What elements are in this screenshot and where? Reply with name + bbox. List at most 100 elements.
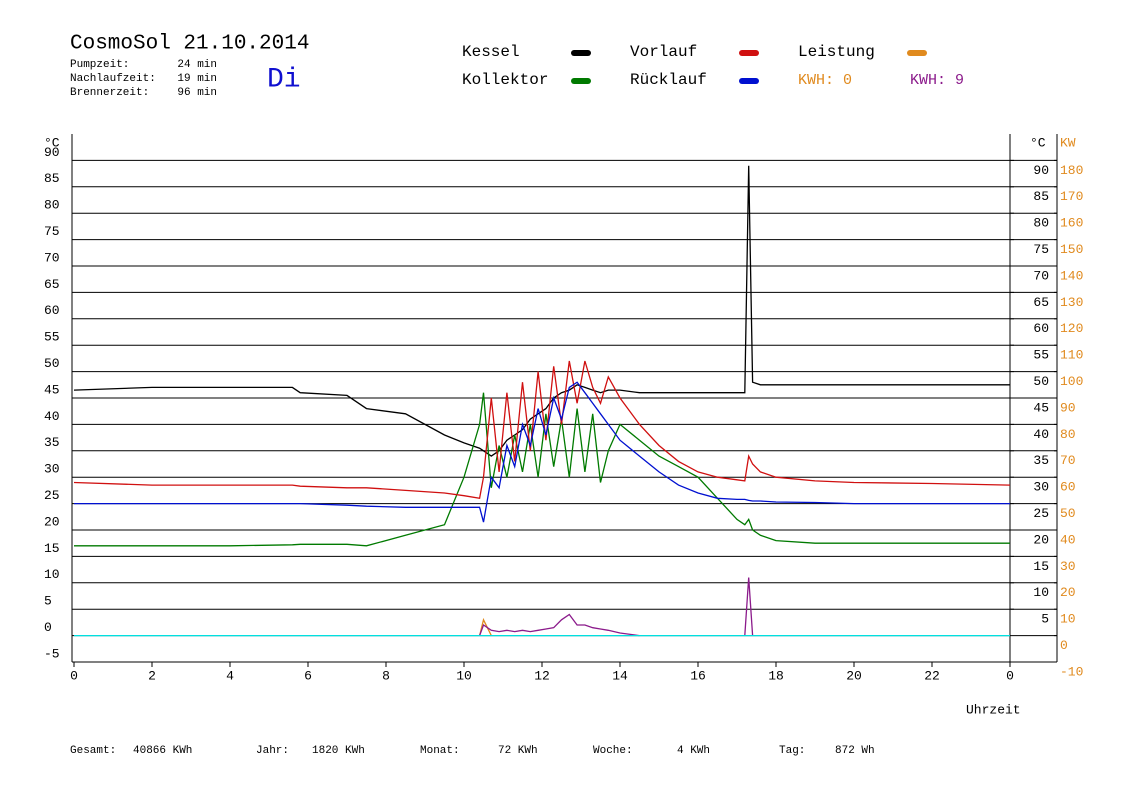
series-line bbox=[73, 360, 1011, 500]
total-label: Tag: bbox=[779, 745, 805, 757]
total-value: 1820 KWh bbox=[312, 745, 365, 757]
y-right-tick-label: 60 bbox=[1033, 321, 1049, 336]
y2-tick-label: 40 bbox=[1060, 532, 1076, 547]
info-label: Nachlaufzeit: bbox=[70, 73, 156, 85]
info-value: 24 min bbox=[177, 59, 217, 71]
y2-tick-label: 20 bbox=[1060, 585, 1076, 600]
x-tick-label: 20 bbox=[846, 668, 862, 683]
y2-tick-label: 130 bbox=[1060, 295, 1083, 310]
y-right-tick-label: 90 bbox=[1033, 163, 1049, 178]
total-value: 4 KWh bbox=[677, 745, 710, 757]
day-label: Di bbox=[267, 64, 301, 95]
series-line bbox=[74, 392, 1010, 547]
y2-tick-label: 70 bbox=[1060, 453, 1076, 468]
x-tick-label: 18 bbox=[768, 668, 784, 683]
y-right-tick-label: 45 bbox=[1033, 400, 1049, 415]
y-tick-label: 0 bbox=[44, 620, 52, 635]
y-tick-label: 70 bbox=[44, 250, 60, 265]
y-right-tick-label: 80 bbox=[1033, 216, 1049, 231]
y-right-tick-label: 20 bbox=[1033, 532, 1049, 547]
total-value: 72 KWh bbox=[498, 745, 538, 757]
y2-tick-label: 150 bbox=[1060, 242, 1083, 257]
y2-tick-label: 120 bbox=[1060, 321, 1083, 336]
y-tick-label: 85 bbox=[44, 171, 60, 186]
x-axis-label: Uhrzeit bbox=[966, 702, 1021, 717]
y-right-tick-label: 55 bbox=[1033, 348, 1049, 363]
y-right-tick-label: 75 bbox=[1033, 242, 1049, 257]
y-right-tick-label: 5 bbox=[1041, 612, 1049, 627]
y2-tick-label: 100 bbox=[1060, 374, 1083, 389]
y-right-tick-label: 15 bbox=[1033, 559, 1049, 574]
y-tick-label: 25 bbox=[44, 488, 60, 503]
y-tick-label: 80 bbox=[44, 198, 60, 213]
kwh-label: KWH: 9 bbox=[910, 72, 964, 89]
y2-tick-label: -10 bbox=[1060, 664, 1083, 679]
total-label: Woche: bbox=[593, 745, 633, 757]
y2-axis-label-c: °C bbox=[1030, 135, 1046, 150]
y2-tick-label: 50 bbox=[1060, 506, 1076, 521]
y2-tick-label: 160 bbox=[1060, 216, 1083, 231]
y-tick-label: 5 bbox=[44, 594, 52, 609]
x-tick-label: 22 bbox=[924, 668, 940, 683]
info-label: Brennerzeit: bbox=[70, 87, 149, 99]
y-tick-label: 90 bbox=[44, 145, 60, 160]
y2-tick-label: 90 bbox=[1060, 400, 1076, 415]
y-right-tick-label: 85 bbox=[1033, 189, 1049, 204]
legend-label: Rücklauf bbox=[630, 71, 707, 89]
total-label: Gesamt: bbox=[70, 745, 116, 757]
y-tick-label: 65 bbox=[44, 277, 60, 292]
y-right-tick-label: 10 bbox=[1033, 585, 1049, 600]
x-tick-label: 10 bbox=[456, 668, 472, 683]
info-label: Pumpzeit: bbox=[70, 59, 129, 71]
y-tick-label: 45 bbox=[44, 382, 60, 397]
y-tick-label: 75 bbox=[44, 224, 60, 239]
y-tick-label: 50 bbox=[44, 356, 60, 371]
y-right-tick-label: 25 bbox=[1033, 506, 1049, 521]
series-line bbox=[478, 617, 492, 636]
y-axis-label: °C bbox=[44, 135, 60, 150]
total-value: 40866 KWh bbox=[133, 745, 192, 757]
y2-tick-label: 80 bbox=[1060, 427, 1076, 442]
y-tick-label: 40 bbox=[44, 409, 60, 424]
y-right-tick-label: 65 bbox=[1033, 295, 1049, 310]
y-tick-label: 15 bbox=[44, 541, 60, 556]
y2-tick-label: 180 bbox=[1060, 163, 1083, 178]
total-value: 872 Wh bbox=[835, 745, 875, 757]
legend-label: Leistung bbox=[798, 43, 875, 61]
y-right-tick-label: 70 bbox=[1033, 268, 1049, 283]
y-right-tick-label: 50 bbox=[1033, 374, 1049, 389]
chart-title: CosmoSol 21.10.2014 bbox=[70, 33, 309, 56]
x-tick-label: 12 bbox=[534, 668, 550, 683]
x-tick-label: 16 bbox=[690, 668, 706, 683]
x-tick-label: 6 bbox=[304, 668, 312, 683]
y2-tick-label: 10 bbox=[1060, 612, 1076, 627]
series-line bbox=[74, 381, 1010, 523]
y2-tick-label: 170 bbox=[1060, 189, 1083, 204]
info-value: 96 min bbox=[177, 87, 217, 99]
y-tick-label: 55 bbox=[44, 330, 60, 345]
x-tick-label: 14 bbox=[612, 668, 628, 683]
y-tick-label: 60 bbox=[44, 303, 60, 318]
kwh-label: KWH: 0 bbox=[798, 72, 852, 89]
x-tick-label: 0 bbox=[70, 668, 78, 683]
y2-tick-label: 60 bbox=[1060, 480, 1076, 495]
total-label: Jahr: bbox=[256, 745, 289, 757]
y2-tick-label: 0 bbox=[1060, 638, 1068, 653]
legend-label: Kollektor bbox=[462, 71, 548, 89]
legend-label: Kessel bbox=[462, 43, 520, 61]
y2-tick-label: 140 bbox=[1060, 268, 1083, 283]
y-right-tick-label: 35 bbox=[1033, 453, 1049, 468]
x-tick-label: 8 bbox=[382, 668, 390, 683]
y-right-tick-label: 30 bbox=[1033, 480, 1049, 495]
y-tick-label: 10 bbox=[44, 567, 60, 582]
y2-axis-label: KW bbox=[1060, 135, 1076, 150]
total-label: Monat: bbox=[420, 745, 460, 757]
y2-tick-label: 110 bbox=[1060, 348, 1083, 363]
legend-label: Vorlauf bbox=[630, 43, 697, 61]
y-tick-label: 30 bbox=[44, 462, 60, 477]
info-value: 19 min bbox=[177, 73, 217, 85]
x-tick-label: 0 bbox=[1006, 668, 1014, 683]
y2-tick-label: 30 bbox=[1060, 559, 1076, 574]
y-tick-label: 20 bbox=[44, 514, 60, 529]
